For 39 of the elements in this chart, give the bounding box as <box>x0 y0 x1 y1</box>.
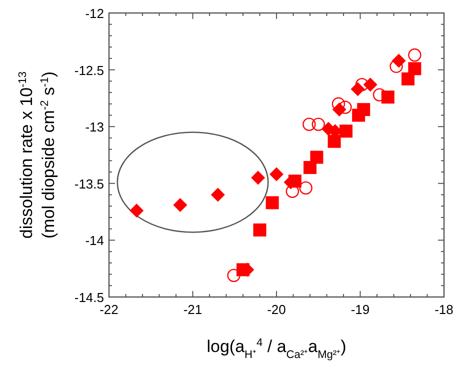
point <box>372 88 386 102</box>
x-tick-label: -18 <box>434 302 454 317</box>
x-tick-label: -19 <box>350 302 370 317</box>
point <box>312 118 325 131</box>
point <box>286 184 300 198</box>
point <box>302 118 316 131</box>
point <box>270 167 284 182</box>
point <box>338 100 352 114</box>
point <box>299 181 312 195</box>
point <box>332 102 346 117</box>
point <box>210 188 225 202</box>
y-tick-label: -13.5 <box>74 176 104 192</box>
point <box>310 150 324 164</box>
y-tick-label: -14.5 <box>74 290 104 305</box>
y-tick-label: -13 <box>85 120 104 135</box>
point <box>363 78 378 92</box>
point <box>328 134 341 148</box>
y-tick-label: -12 <box>85 6 104 21</box>
point <box>401 72 414 86</box>
point <box>173 198 188 212</box>
point <box>350 82 365 96</box>
point <box>392 54 406 68</box>
point <box>130 204 144 218</box>
point <box>253 223 266 236</box>
point <box>381 90 394 104</box>
x-axis-title: log(a$_{H⁺}$$^{4}$ / a$_{Ca²⁺}$a$_{Mg²⁺}$) <box>206 337 346 361</box>
point <box>408 62 422 76</box>
x-tick-label: -21 <box>183 302 202 317</box>
point <box>408 48 422 62</box>
point <box>251 170 266 185</box>
point <box>332 97 346 110</box>
point <box>227 268 240 282</box>
x-tick-label: -20 <box>267 302 286 317</box>
x-tick-label: -22 <box>100 302 118 317</box>
y-tick-label: -14 <box>85 233 104 248</box>
point <box>390 60 403 73</box>
point <box>266 196 279 210</box>
y-tick-label: -12.5 <box>74 62 104 78</box>
point <box>340 124 353 138</box>
